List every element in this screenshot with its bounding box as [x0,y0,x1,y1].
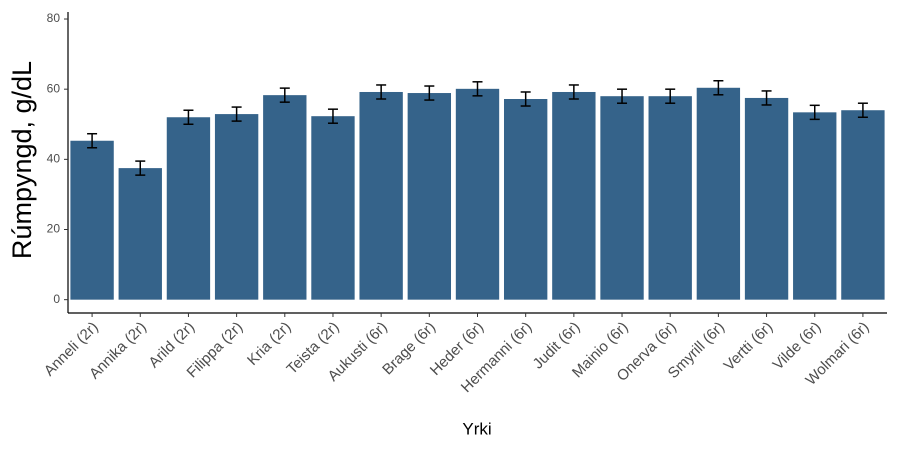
bar [118,168,162,300]
x-tick-label: Vertti (6r) [721,319,777,375]
y-tick-label: 80 [47,11,61,25]
bar [600,96,644,300]
x-axis-title: Yrki [462,419,491,438]
bar [311,116,355,300]
error-bar [761,90,772,106]
bar [359,91,403,300]
error-bar [472,81,483,97]
bar [648,96,692,300]
bar [263,95,307,300]
y-tick-label: 40 [47,152,61,166]
error-bar [424,85,435,101]
error-bar [568,84,579,100]
bar [214,114,259,300]
error-bar [713,80,724,96]
bar [503,99,548,300]
bar [166,117,211,300]
bar [552,91,596,300]
error-bar [231,106,242,122]
bar [455,88,500,300]
error-bar [135,160,146,176]
y-tick-label: 60 [47,81,61,95]
y-tick-label: 20 [47,222,61,236]
error-bar [376,84,387,100]
bar [841,110,885,300]
error-bar [857,102,868,118]
error-bar [327,108,338,124]
bar [696,87,741,300]
error-bar [809,104,820,121]
error-bar [665,88,676,104]
bar [407,93,452,300]
error-bar [279,87,290,103]
error-bar [87,132,98,149]
bar [744,97,789,300]
error-bar [520,91,531,107]
y-tick-label: 0 [53,292,60,306]
error-bar [183,109,194,126]
error-bar [617,88,628,104]
y-axis-title: Rúmpyngd, g/dL [7,61,37,259]
bar [793,112,837,300]
bar [70,140,114,300]
